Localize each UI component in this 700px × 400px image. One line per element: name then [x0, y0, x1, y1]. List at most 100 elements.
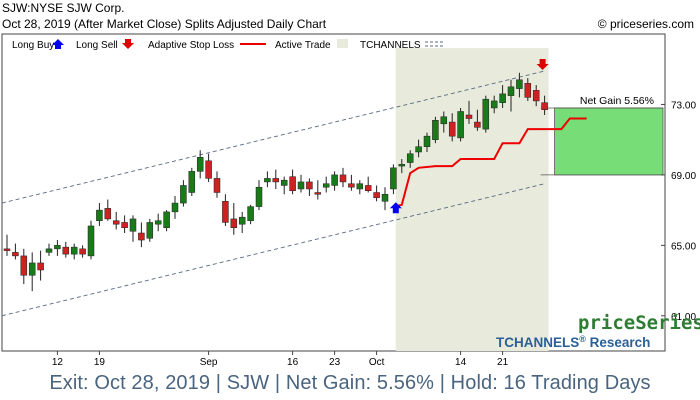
candle-up — [322, 183, 330, 188]
candle-up — [381, 194, 389, 202]
candle-down — [205, 160, 212, 179]
candle-up — [406, 153, 414, 163]
x-tick-label: 14 — [455, 357, 467, 368]
candle-up — [87, 225, 95, 257]
price-chart: Net Gain 5.56% 61.00 65.00 69.00 73.00 12 19 Se… — [1, 33, 700, 368]
candle-up — [96, 209, 103, 221]
candle-down — [222, 201, 229, 223]
candle-up — [499, 93, 506, 103]
chart-title: SJW:NYSE SJW Corp. — [2, 1, 125, 15]
legend-label: Active Trade — [275, 40, 331, 51]
x-tick-label: 21 — [497, 357, 509, 368]
tchannel-lower — [1, 183, 545, 317]
tchannel-upper — [1, 70, 545, 204]
up-arrow-icon — [52, 39, 64, 49]
candle-up — [188, 171, 196, 193]
candle-down — [20, 255, 28, 276]
chart-subtitle: Oct 28, 2019 (After Market Close) Splits… — [2, 17, 327, 31]
candle-up — [507, 86, 515, 96]
candle-up — [423, 135, 431, 147]
candle-up — [238, 216, 246, 225]
candle-up — [356, 183, 364, 190]
candle-up — [390, 167, 397, 190]
candle-up — [163, 211, 170, 228]
candle-down — [37, 262, 44, 271]
candle-down — [314, 192, 322, 195]
y-tick-label: 65.00 — [671, 241, 696, 252]
candle-down — [62, 246, 70, 255]
brand-research-label: TCHANNELS® Research — [496, 334, 650, 350]
legend-label: Long Sell — [76, 40, 118, 51]
candle-up — [457, 111, 464, 139]
legend-label: Adaptive Stop Loss — [148, 40, 234, 51]
candle-down — [373, 192, 380, 199]
candle-up — [146, 222, 154, 239]
candle-down — [541, 102, 548, 110]
down-arrow-icon — [122, 39, 134, 49]
candle-down — [532, 90, 540, 102]
x-tick-label: Sep — [200, 357, 218, 368]
candle-up — [196, 157, 204, 172]
candle-down — [465, 114, 473, 119]
candle-up — [415, 146, 422, 153]
candle-down — [230, 218, 238, 228]
candle-down — [364, 185, 372, 191]
candle-up — [255, 186, 263, 207]
trade-summary-footer: Exit: Oct 28, 2019 | SJW | Net Gain: 5.5… — [49, 372, 651, 394]
plot-frame — [1, 33, 666, 352]
x-tick-label: 16 — [287, 357, 299, 368]
x-tick-label: 19 — [94, 357, 106, 368]
adaptive-stop-loss-line — [393, 117, 587, 208]
candle-up — [398, 164, 406, 167]
candle-down — [104, 208, 112, 220]
legend-label: TCHANNELS — [360, 40, 421, 51]
y-tick-label: 73.00 — [671, 100, 696, 111]
candle-up — [432, 120, 439, 140]
candle-down — [339, 174, 347, 183]
long-buy-arrow-icon — [389, 202, 402, 214]
net-gain-label: Net Gain 5.56% — [580, 95, 654, 107]
x-tick-label: Oct — [369, 357, 385, 368]
candle-down — [306, 181, 313, 190]
candle-up — [247, 206, 254, 221]
candle-down — [524, 83, 532, 98]
candle-up — [297, 181, 305, 190]
candle-down — [213, 178, 221, 193]
candle-up — [280, 179, 288, 186]
candle-down — [348, 183, 355, 188]
candle-up — [516, 79, 523, 89]
candle-up — [180, 185, 187, 204]
x-tick-label: 12 — [52, 357, 64, 368]
candle-down — [112, 220, 120, 225]
active-trade-region — [395, 48, 549, 351]
long-sell-arrow-icon — [536, 58, 549, 70]
candle-up — [45, 248, 53, 253]
candle-up — [264, 178, 271, 183]
candle-down — [3, 248, 11, 251]
candle-up — [171, 202, 179, 213]
copyright-text: © priceseries.com — [597, 17, 694, 31]
net-gain-box — [554, 107, 664, 176]
candle-up — [482, 98, 490, 130]
candle-down — [12, 252, 19, 257]
x-tick-label: 23 — [329, 357, 341, 368]
candle-up — [440, 116, 448, 125]
candle-down — [448, 121, 456, 137]
y-tick-label: 69.00 — [671, 171, 696, 182]
candle-up — [154, 220, 162, 225]
candle-down — [121, 222, 128, 228]
candle-up — [70, 246, 78, 255]
candle-up — [490, 100, 498, 109]
candle-down — [138, 232, 145, 241]
active-trade-swatch-icon — [337, 39, 348, 48]
candle-up — [331, 174, 338, 186]
y-tick-label: 61.00 — [671, 312, 696, 323]
candle-up — [54, 245, 61, 250]
candle-down — [272, 178, 280, 183]
candle-down — [79, 248, 86, 255]
candle-down — [474, 121, 481, 128]
candle-up — [129, 218, 137, 232]
brand-logo: priceSeries — [578, 312, 700, 334]
legend-label: Long Buy — [12, 40, 54, 51]
candle-down — [289, 176, 296, 191]
